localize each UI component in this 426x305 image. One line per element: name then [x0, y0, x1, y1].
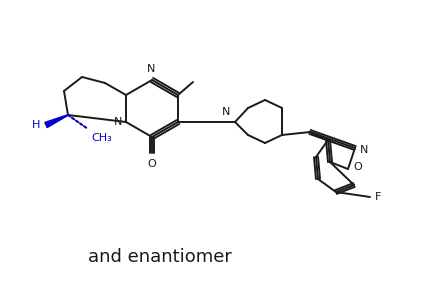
- Text: N: N: [114, 117, 122, 127]
- Text: CH₃: CH₃: [92, 133, 112, 143]
- Text: F: F: [375, 192, 381, 202]
- Text: H: H: [32, 120, 40, 130]
- Text: O: O: [353, 162, 362, 172]
- Text: O: O: [148, 159, 156, 169]
- Polygon shape: [45, 115, 68, 127]
- Text: N: N: [360, 145, 368, 155]
- Text: N: N: [147, 64, 155, 74]
- Text: and enantiomer: and enantiomer: [88, 248, 232, 266]
- Text: N: N: [222, 107, 230, 117]
